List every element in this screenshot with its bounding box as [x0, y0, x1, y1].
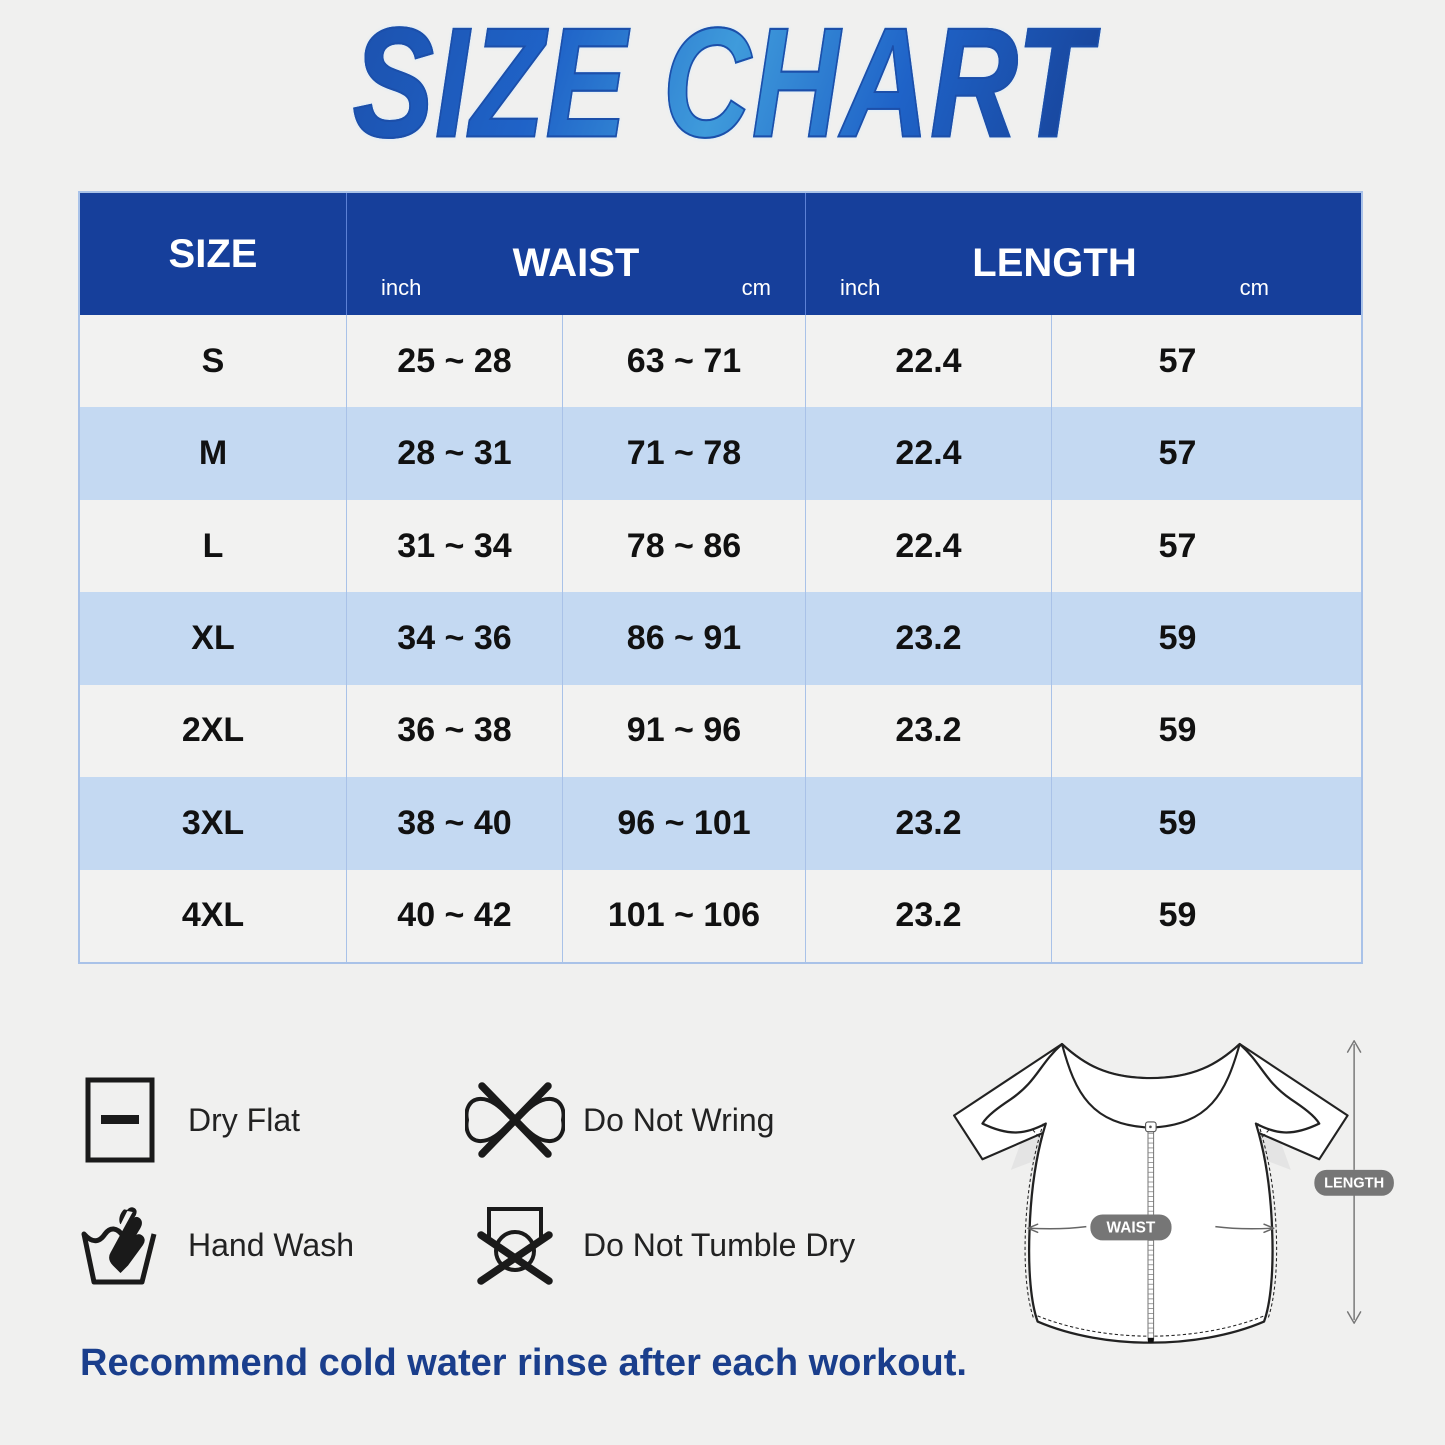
svg-text:LENGTH: LENGTH [1324, 1176, 1384, 1192]
svg-text:WAIST: WAIST [1107, 1219, 1156, 1236]
